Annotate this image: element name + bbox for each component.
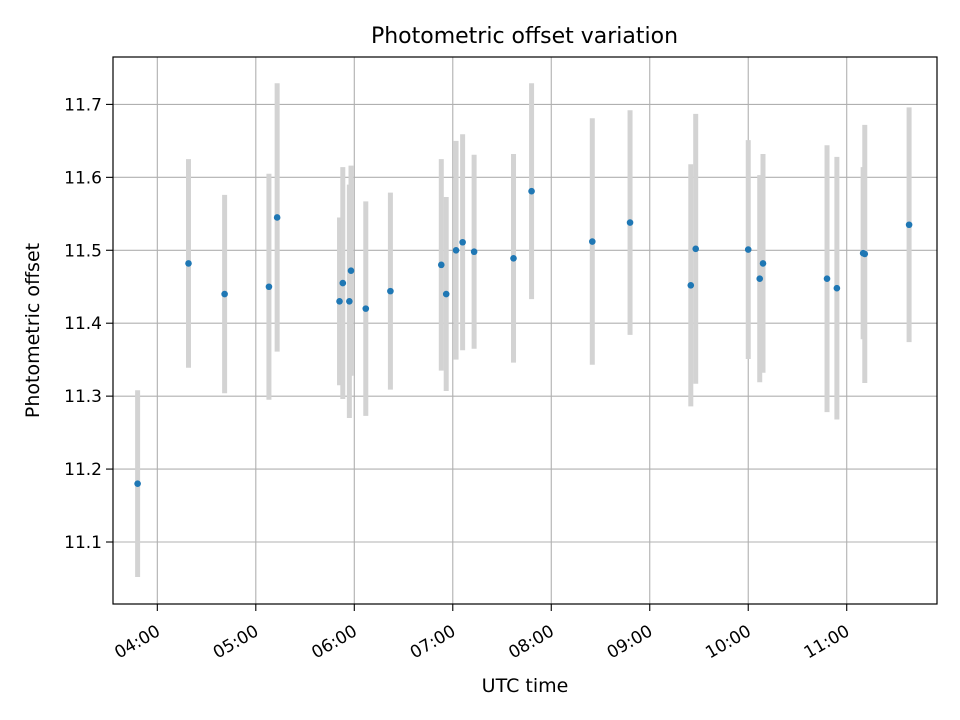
data-point bbox=[470, 248, 478, 256]
y-axis-ticks: 11.1 11.2 11.3 11.4 11.5 11.6 11.7 bbox=[64, 95, 113, 553]
y-tick-label: 11.2 bbox=[64, 460, 102, 480]
data-point bbox=[134, 480, 141, 487]
data-point bbox=[510, 254, 517, 262]
data-point bbox=[687, 281, 695, 289]
x-axis-label: UTC time bbox=[482, 675, 569, 697]
data-point bbox=[905, 221, 913, 229]
data-point bbox=[265, 283, 273, 291]
data-point bbox=[442, 290, 450, 298]
y-tick-label: 11.1 bbox=[64, 533, 102, 553]
data-point bbox=[833, 284, 841, 292]
data-point bbox=[756, 275, 764, 283]
y-tick-label: 11.5 bbox=[64, 241, 102, 261]
grid bbox=[113, 57, 937, 604]
y-tick-label: 11.6 bbox=[64, 168, 102, 188]
plot-frame bbox=[112, 56, 938, 605]
y-tick-label: 11.4 bbox=[64, 314, 102, 334]
data-point bbox=[528, 187, 535, 195]
data-point bbox=[336, 298, 343, 305]
data-point bbox=[452, 246, 460, 254]
y-axis-label: Photometric offset bbox=[22, 243, 44, 418]
y-tick-label: 11.3 bbox=[64, 387, 102, 407]
data-point bbox=[387, 287, 394, 295]
data-point bbox=[861, 250, 869, 258]
data-point bbox=[626, 219, 634, 226]
data-point bbox=[185, 260, 192, 267]
data-point bbox=[588, 238, 596, 245]
data-point bbox=[744, 246, 752, 253]
data-point bbox=[221, 290, 228, 298]
data-points bbox=[134, 187, 913, 487]
y-tick-label: 11.7 bbox=[64, 95, 102, 115]
data-point bbox=[692, 245, 700, 253]
data-point bbox=[346, 298, 353, 305]
data-point bbox=[459, 238, 466, 246]
data-point bbox=[347, 267, 355, 274]
data-point bbox=[823, 275, 831, 283]
data-point bbox=[362, 305, 370, 312]
data-point bbox=[437, 261, 445, 269]
data-point bbox=[759, 260, 767, 267]
chart-title: Photometric offset variation bbox=[371, 24, 678, 49]
data-point bbox=[273, 214, 281, 221]
data-point bbox=[339, 279, 347, 287]
